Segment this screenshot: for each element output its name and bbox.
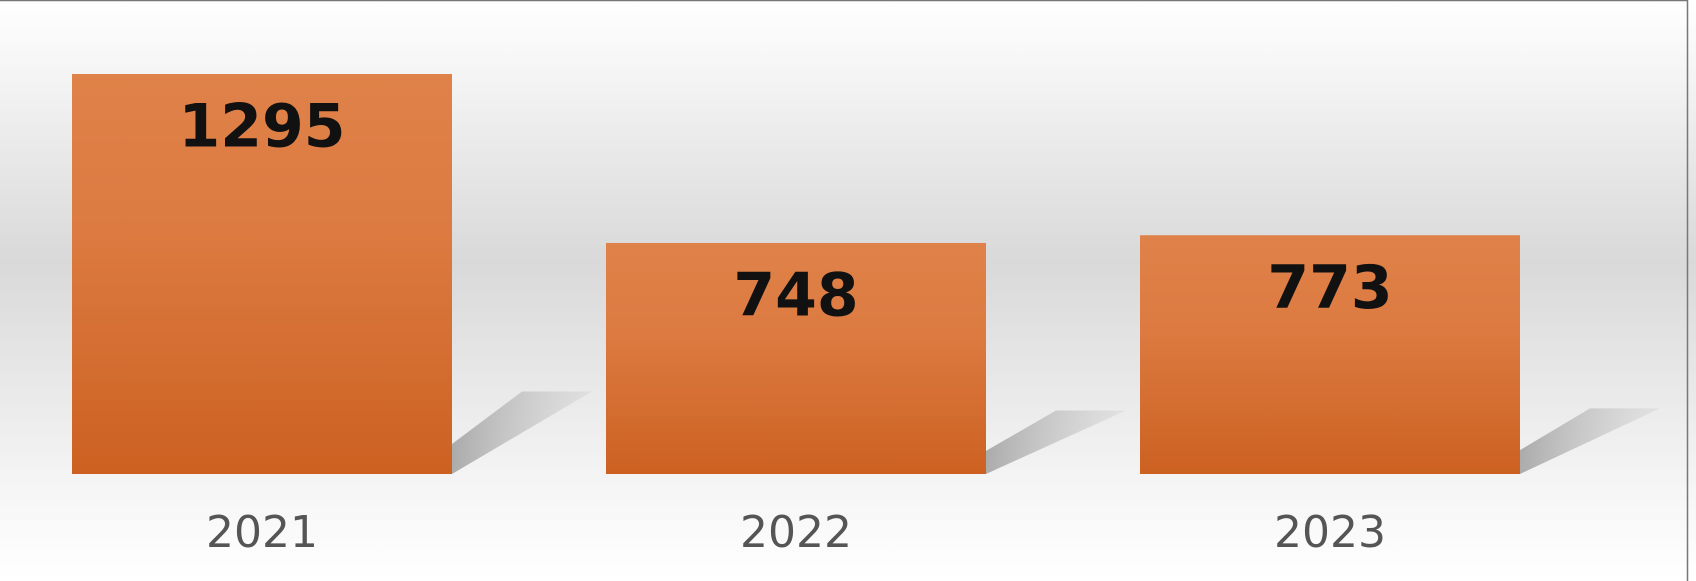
value-label: 773 — [1267, 253, 1392, 323]
x-tick-label: 2023 — [1274, 507, 1386, 558]
value-label: 748 — [733, 261, 858, 331]
x-tick-label: 2021 — [206, 507, 318, 558]
x-tick-label: 2022 — [740, 507, 852, 558]
bar-shadow — [986, 410, 1126, 474]
bar — [1140, 235, 1520, 474]
bar — [72, 74, 452, 474]
bar-shadow — [1520, 408, 1660, 474]
bar — [606, 242, 986, 474]
bar-shadow — [452, 391, 592, 474]
value-label: 1295 — [179, 92, 346, 162]
